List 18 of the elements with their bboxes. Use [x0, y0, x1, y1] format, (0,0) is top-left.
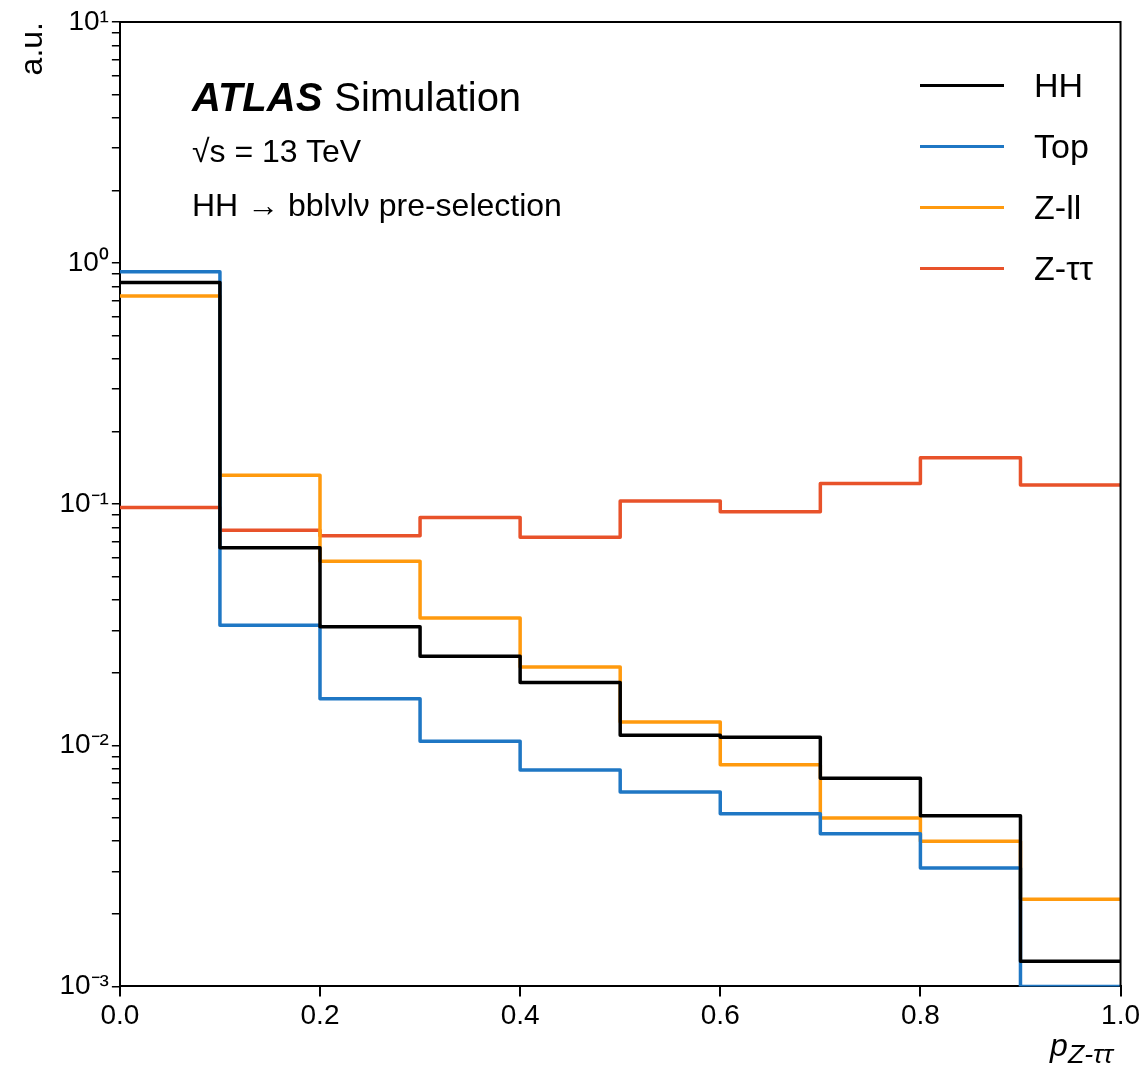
x-tick-label: 0.0	[100, 998, 140, 1030]
legend-label: Z-ττ	[1034, 248, 1093, 289]
x-tick-label: 0.2	[300, 998, 340, 1030]
y-tick-label: 10⁻³	[59, 969, 109, 1001]
legend-label: HH	[1034, 65, 1084, 106]
y-tick-label: 10¹	[68, 4, 109, 36]
annotation: √s = 13 TeV	[192, 132, 363, 171]
x-tick-label: 0.8	[900, 998, 940, 1030]
y-tick-label: 10⁻²	[59, 728, 109, 760]
x-tick-label: 0.4	[500, 998, 540, 1030]
annotation: ATLAS Simulation	[192, 74, 523, 121]
y-axis-title: a.u.	[13, 22, 50, 76]
legend-label: Z-ll	[1034, 187, 1082, 228]
annotation: HH → bblνlν pre-selection	[192, 186, 562, 225]
x-tick-label: 0.6	[700, 998, 740, 1030]
y-tick-label: 10⁰	[67, 245, 109, 277]
y-tick-label: 10⁻¹	[59, 486, 109, 518]
legend-label: Top	[1034, 126, 1089, 167]
